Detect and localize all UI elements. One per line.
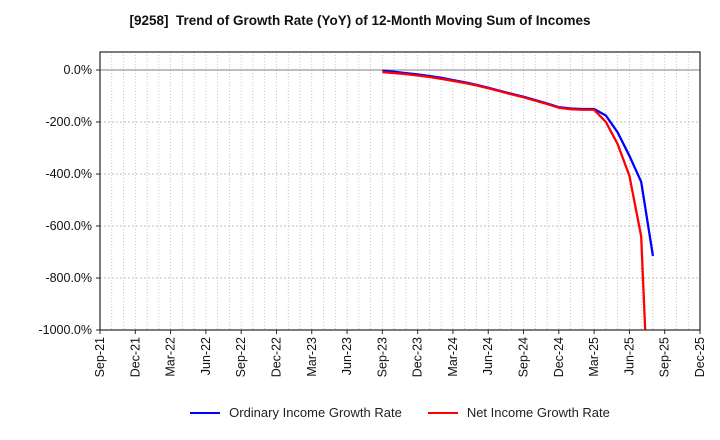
y-tick-label: 0.0% <box>64 63 93 77</box>
chart-legend: Ordinary Income Growth Rate Net Income G… <box>100 405 700 420</box>
x-tick-label: Sep-21 <box>93 337 107 377</box>
y-tick-label: -1000.0% <box>38 323 92 337</box>
x-tick-label: Dec-22 <box>269 337 283 377</box>
x-tick-label: Sep-22 <box>234 337 248 377</box>
x-tick-label: Sep-24 <box>517 337 531 377</box>
ordinary-income-line-swatch <box>190 411 221 414</box>
legend-item-net-income: Net Income Growth Rate <box>427 405 610 420</box>
ordinary-income-line <box>382 69 655 257</box>
x-tick-label: Jun-23 <box>340 337 354 375</box>
x-tick-label: Mar-25 <box>587 337 601 377</box>
x-tick-label: Dec-21 <box>128 337 142 377</box>
tick-marks <box>96 69 701 334</box>
net-income-line-swatch <box>427 411 458 414</box>
chart-title: [9258] Trend of Growth Rate (YoY) of 12-… <box>129 13 591 28</box>
x-tick-label: Dec-25 <box>693 337 707 377</box>
series-lines <box>382 69 655 330</box>
y-tick-label: -600.0% <box>45 219 92 233</box>
x-tick-label: Jun-24 <box>481 337 495 375</box>
x-tick-label: Mar-23 <box>305 337 319 377</box>
x-tick-label: Mar-24 <box>446 337 460 377</box>
horizontal-gridlines <box>100 121 700 279</box>
x-tick-label: Dec-24 <box>552 337 566 377</box>
x-tick-label: Mar-22 <box>164 337 178 377</box>
vertical-gridlines <box>111 52 689 330</box>
x-tick-label: Dec-23 <box>411 337 425 377</box>
axis-labels: Sep-21 Dec-21 Mar-22 Jun-22 Sep-22 Dec-22 Mar-… <box>38 63 707 377</box>
plot-frame <box>99 51 701 331</box>
y-tick-label: -200.0% <box>45 115 92 129</box>
x-tick-label: Sep-25 <box>658 337 672 377</box>
legend-item-ordinary-income: Ordinary Income Growth Rate <box>190 405 402 420</box>
y-tick-label: -400.0% <box>45 167 92 181</box>
legend-label-net-income: Net Income Growth Rate <box>466 405 610 420</box>
x-tick-label: Jun-22 <box>199 337 213 375</box>
legend-label-ordinary-income: Ordinary Income Growth Rate <box>229 405 402 420</box>
net-income-line <box>382 70 647 330</box>
y-tick-label: -800.0% <box>45 271 92 285</box>
x-tick-label: Jun-25 <box>622 337 636 375</box>
x-tick-label: Sep-23 <box>375 337 389 377</box>
